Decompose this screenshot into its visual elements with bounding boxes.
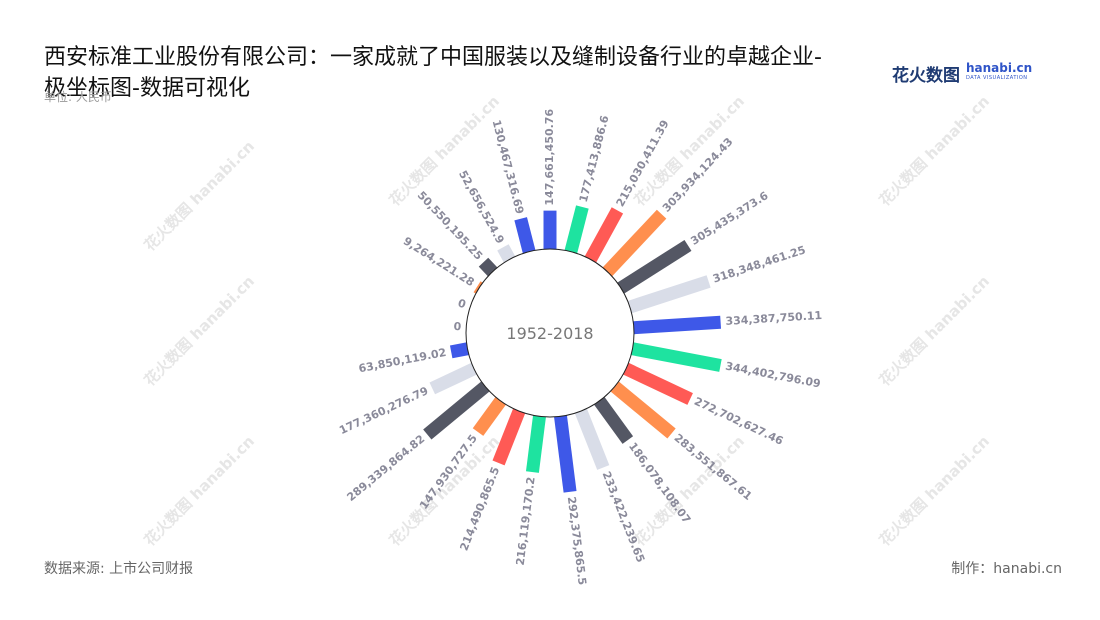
- bar: [497, 244, 517, 265]
- bar: [583, 207, 624, 265]
- bar-value-label: 344,402,796.09: [724, 360, 821, 391]
- bar: [472, 395, 508, 436]
- bar: [564, 205, 589, 256]
- bar: [629, 341, 722, 372]
- data-source: 数据来源: 上市公司财报: [44, 561, 194, 577]
- bar: [492, 406, 526, 466]
- bar-value-label: 215,030,411.39: [614, 118, 672, 209]
- bar-value-label: 214,490,865.5: [457, 465, 502, 553]
- chart-title: 西安标准工业股份有限公司：一家成就了中国服装以及缝制设备行业的卓越企业-极坐标图…: [44, 45, 822, 101]
- unit-label: 单位: 人民币: [44, 90, 112, 104]
- bar-value-label: 63,850,119.02: [357, 346, 447, 375]
- bar-value-label: 0: [456, 296, 468, 311]
- bar-value-label: 0: [453, 320, 462, 333]
- bar-value-label: 233,422,239.65: [600, 470, 648, 565]
- bar-value-label: 318,348,461.25: [711, 243, 807, 285]
- logo-word: hanabi.cn: [966, 61, 1033, 75]
- bar: [609, 380, 676, 439]
- bar-value-label: 186,078,108.07: [626, 440, 693, 526]
- center-label: 1952-2018: [506, 324, 593, 343]
- bar-value-label: 177,360,276.79: [337, 384, 430, 437]
- bar: [601, 209, 667, 278]
- bar-value-label: 147,930,727.5: [417, 432, 480, 512]
- logo-tagline: DATA VISUALIZATION: [966, 75, 1028, 81]
- bar: [514, 217, 536, 256]
- bar: [449, 341, 471, 359]
- bar: [631, 315, 722, 335]
- bar-value-label: 334,387,750.11: [725, 309, 822, 328]
- credit: 制作：hanabi.cn: [951, 561, 1062, 577]
- bar: [553, 413, 577, 493]
- bar: [525, 413, 547, 473]
- center-circle: [465, 248, 635, 418]
- bar: [574, 406, 610, 470]
- bar-value-label: 305,435,373.6: [688, 189, 770, 248]
- bar-value-label: 177,413,886.6: [577, 114, 612, 204]
- bar: [615, 239, 692, 295]
- bar: [621, 362, 693, 405]
- bar-value-label: 147,661,450.76: [543, 109, 556, 206]
- bar-value-label: 292,375,865.5: [565, 496, 589, 586]
- bar-value-label: 272,702,627.46: [692, 395, 785, 448]
- bar: [592, 395, 634, 444]
- logo-mark: 花火数图: [892, 65, 960, 86]
- logo-text: hanabi.cn DATA VISUALIZATION: [966, 61, 1033, 83]
- bar: [429, 362, 479, 395]
- bar-value-label: 216,119,170.2: [514, 476, 538, 566]
- bar-value-label: 303,934,124.43: [660, 135, 736, 214]
- bar-value-label: 283,551,867.61: [672, 431, 755, 503]
- bar: [478, 257, 499, 278]
- bar-value-label: 289,339,864.82: [344, 432, 427, 504]
- bar: [423, 380, 491, 440]
- bar-group: [423, 205, 722, 493]
- bar: [625, 275, 711, 314]
- brand-logo: 花火数图 hanabi.cn DATA VISUALIZATION: [892, 60, 1032, 86]
- bar-value-label: 130,467,316.69: [490, 119, 527, 216]
